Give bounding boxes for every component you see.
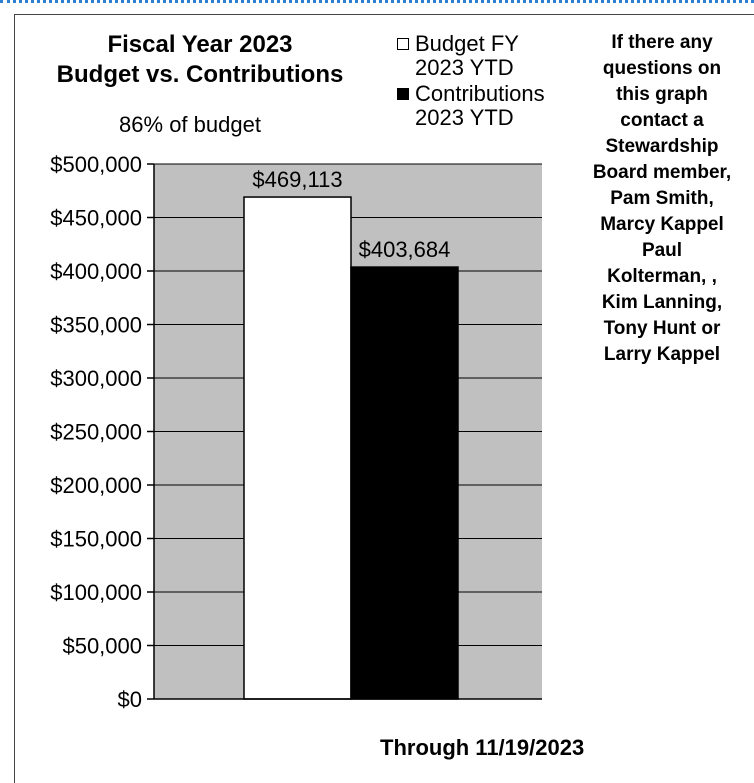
note-line: Stewardship [605,136,719,157]
contact-note: If there any questions on this graph con… [568,30,754,368]
note-line: Marcy Kappel [600,214,724,235]
chart-subtitle: 86% of budget [119,112,261,137]
y-tick-label: $450,000 [50,206,142,231]
legend-second: Contributions 2023 YTD [397,82,595,130]
y-axis-ticks: $0 $50,000 $100,000 $150,000 $200,000 $250,00… [50,152,154,712]
chart-title-line-2: Budget vs. Contributions [56,61,344,88]
y-tick-label: $50,000 [62,634,142,659]
y-tick-label: $100,000 [50,580,142,605]
legend-item-contributions-entry: Contributions 2023 YTD [397,82,595,130]
bars [243,196,459,700]
data-label-series-0: $469,113 [252,167,342,192]
note-line: Board member, [592,162,732,183]
legend-item-budget: Budget FY 2023 YTD [397,32,595,80]
chart-title-line-1: Fiscal Year 2023 [107,31,293,58]
note-line: Kim Lanning, [601,292,723,313]
note-line: Pam Smith, [610,188,714,209]
y-tick-label: $400,000 [50,259,142,284]
y-tick-label: $250,000 [50,420,142,445]
chart-border [14,14,754,783]
y-tick-label: $350,000 [50,313,142,338]
legend: Budget FY 2023 YTD [397,32,595,80]
legend-label-contributions-line-2: 2023 YTD [415,105,514,130]
legend-label-budget-line-1: Budget FY [415,31,519,56]
legend-swatch-budget [397,38,409,50]
y-tick-label: $300,000 [50,366,142,391]
bar-series-0 [243,196,352,700]
note-line: this graph [616,84,708,105]
legend-label-contributions-line-1: Contributions [415,81,545,106]
chart-title: Fiscal Year 2023 Budget vs. Contribution… [20,30,380,90]
y-tick-label: $200,000 [50,473,142,498]
bar-series-1 [350,266,459,700]
note-line: Paul [641,240,683,261]
data-label-series-1: $403,684 [359,237,451,262]
note-line: Kolterman, , [607,266,717,287]
chart-footer: Through 11/19/2023 [380,735,585,760]
y-tick-label: $500,000 [50,152,142,177]
y-tick-label: $0 [118,687,142,712]
note-line: Tony Hunt or [603,318,721,339]
note-line: Larry Kappel [603,344,721,365]
legend-swatch-contributions [397,88,409,100]
legend-label-budget-line-2: 2023 YTD [415,55,514,80]
note-line: contact a [620,110,704,131]
y-tick-label: $150,000 [50,527,142,552]
note-line: questions on [602,58,722,79]
data-labels: $469,113 $403,684 [252,167,450,262]
note-line: If there any [611,32,713,53]
